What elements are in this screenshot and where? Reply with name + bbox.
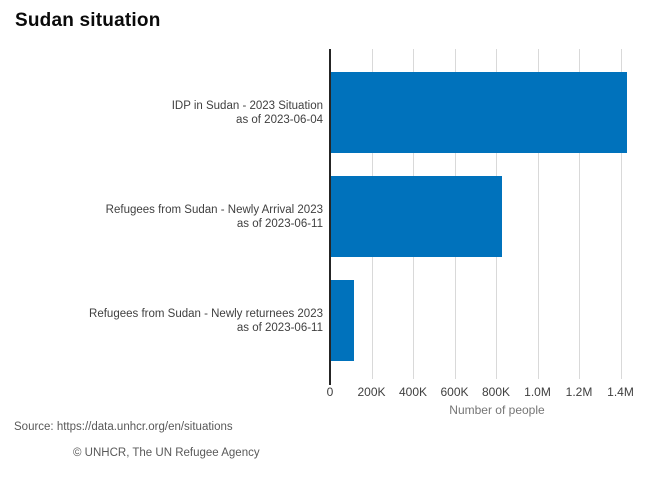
x-tick-1.4M: 1.4M [607,385,634,399]
x-tick-400K: 400K [398,385,428,399]
gridline-1.0M [537,49,539,379]
y-axis-line [329,49,331,385]
x-tick-600K: 600K [440,385,469,399]
x-axis-title: Number of people [449,403,545,417]
x-tick-1.2M: 1.2M [565,385,593,399]
chart-title: Sudan situation [15,10,161,31]
category-label-1: Refugees from Sudan - Newly Arrival 2023… [0,203,323,231]
category-label-2: Refugees from Sudan - Newly returnees 20… [0,307,323,335]
x-tick-0: 0 [326,385,334,399]
category-label-line1: Refugees from Sudan - Newly returnees 20… [89,307,323,320]
copyright-text: © UNHCR, The UN Refugee Agency [73,447,260,459]
gridline-1.4M [620,49,622,379]
category-label-line1: Refugees from Sudan - Newly Arrival 2023 [105,203,323,216]
category-label-0: IDP in Sudan - 2023 Situation as of 2023-… [0,99,323,127]
source-text: Source: https://data.unhcr.org/en/situat… [14,421,233,433]
plot-area [330,49,664,379]
bar-0[interactable] [331,72,627,153]
bar-2[interactable] [331,280,355,361]
gridline-1.2M [579,49,580,379]
x-tick-200K: 200K [357,385,386,399]
category-label-line2: as of 2023-06-11 [236,217,323,230]
category-label-line2: as of 2023-06-04 [236,113,323,126]
x-tick-800K: 800K [481,385,511,399]
x-tick-1.0M: 1.0M [524,385,551,399]
category-label-line2: as of 2023-06-11 [236,321,323,334]
category-label-line1: IDP in Sudan - 2023 Situation [171,99,323,112]
bar-1[interactable] [331,176,503,257]
